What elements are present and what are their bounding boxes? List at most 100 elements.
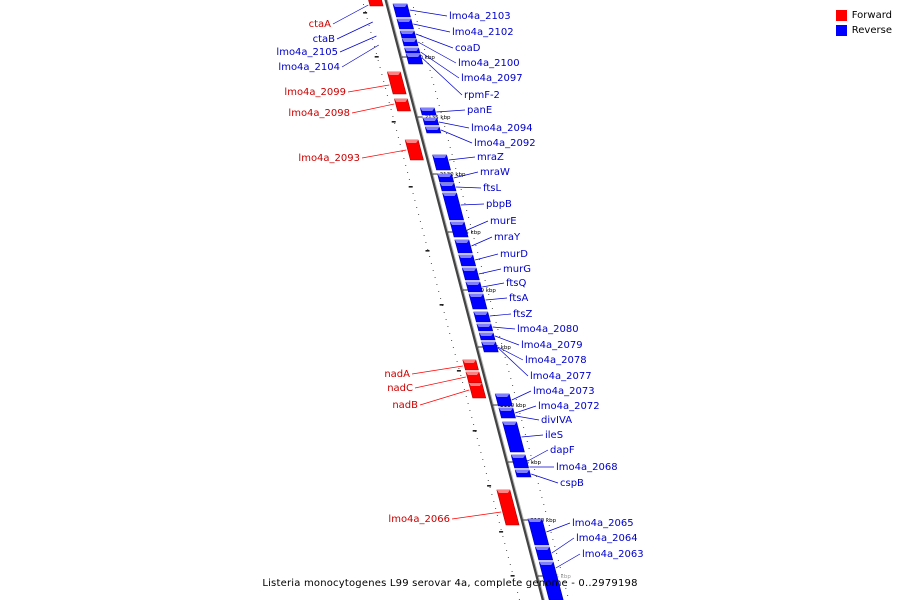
guide-dot [523,427,525,428]
guide-dot [517,592,519,593]
leader-line [489,313,512,317]
leader-line [497,347,529,377]
reverse-gene-block [401,38,419,47]
genome-caption: Listeria monocytogenes L99 serovar 4a, c… [262,578,638,589]
reverse-gene-block-bevel [527,519,542,522]
reverse-gene-label: lmo4a_2078 [525,355,587,366]
leader-line [347,84,390,93]
reverse-gene-block-bevel [495,394,510,397]
forward-gene-block-bevel [405,140,419,143]
reverse-gene-block [465,281,483,293]
guide-dot [363,4,364,5]
leader-line [485,297,508,301]
guide-dot [565,588,567,589]
leader-line [421,57,463,96]
guide-dot [504,357,506,358]
guide-dot [447,326,449,327]
forward-gene-block-bevel [465,372,479,375]
guide-dash [363,12,368,14]
guide-dot [471,417,473,418]
guide-dot [430,263,432,264]
reverse-gene-block-bevel [498,408,513,411]
legend: Forward Reverse [835,8,892,38]
guide-dash [456,370,461,372]
reverse-gene-label: ftsZ [513,309,532,320]
guide-dot [499,336,501,337]
forward-gene-block [465,371,483,384]
reverse-gene-block [494,393,513,407]
guide-dot [469,224,471,225]
forward-gene-block-bevel [462,360,476,363]
reverse-gene-label: lmo4a_2092 [474,138,536,149]
guide-dot [462,382,464,383]
guide-dot [372,39,374,40]
guide-dash [408,186,413,188]
scale-ticks: 2140 kbp 2135 kbp 2130 kbp 2125 kbp 2120 kbp… [401,55,571,580]
reverse-gene-label: rpmF-2 [464,90,500,101]
guide-dot [479,259,481,260]
guide-dot [495,508,497,509]
guide-dot [541,497,543,498]
leader-line [475,253,499,261]
forward-gene-block-bevel [496,490,510,493]
forward-gene-block [496,489,520,526]
forward-gene-label: nadA [384,369,410,380]
forward-gene-block-bevel [394,99,408,102]
guide-dot [421,228,423,229]
reverse-gene-block [454,239,473,254]
forward-gene-block [462,359,479,371]
tick-label: 2130 kbp [440,172,466,178]
guide-dash [391,121,396,123]
guide-dot [512,385,514,386]
reverse-gene-block-bevel [458,255,473,258]
guide-dot [418,28,420,29]
reverse-gene-block [399,30,417,39]
guide-dot [436,284,438,285]
guide-dot [484,280,486,281]
guide-dot [414,14,416,15]
forward-gene-label: lmo4a_2104 [278,62,340,73]
reverse-gene-label: ftsA [509,293,528,304]
guide-dot [510,378,512,379]
reverse-gene-block [432,154,451,171]
leader-line [451,511,502,520]
reverse-gene-label: cspB [560,478,584,489]
guide-dot [491,308,493,309]
reverse-gene-block-bevel [420,108,435,111]
guide-dot [449,333,451,334]
guide-dot [506,550,508,551]
guide-dot [468,217,470,218]
leader-line [521,434,544,438]
guide-dot [375,53,377,54]
reverse-gene-block [498,407,516,419]
leader-line [494,335,520,346]
reverse-gene-block-body [442,192,465,221]
reverse-gene-block-bevel [425,127,440,130]
forward-gene-block [394,98,411,112]
guide-dot [502,536,504,537]
reverse-gene-block-bevel [402,39,417,42]
reverse-gene-block [449,221,469,238]
guide-dot [463,389,465,390]
guide-dot [383,81,385,82]
guide-dot [390,109,392,110]
guide-dot [482,459,484,460]
forward-gene-label: lmo4a_2099 [284,87,346,98]
guide-dot [377,60,379,61]
reverse-gene-block-bevel [502,422,517,425]
reverse-gene-block-bevel [442,193,457,196]
reverse-gene-label: lmo4a_2100 [458,58,520,69]
guide-dot [434,277,436,278]
guide-dot [490,301,492,302]
guide-dot [458,182,460,183]
reverse-gene-block [404,47,421,54]
guide-dot [526,441,528,442]
leader-line [339,35,377,53]
guide-dot [438,291,440,292]
guide-dot [396,130,398,131]
forward-gene-block [404,139,424,161]
guide-dash [487,485,492,487]
forward-gene-label: lmo4a_2093 [298,153,360,164]
reverse-gene-block [538,561,564,600]
reverse-gene-label: lmo4a_2097 [461,73,523,84]
